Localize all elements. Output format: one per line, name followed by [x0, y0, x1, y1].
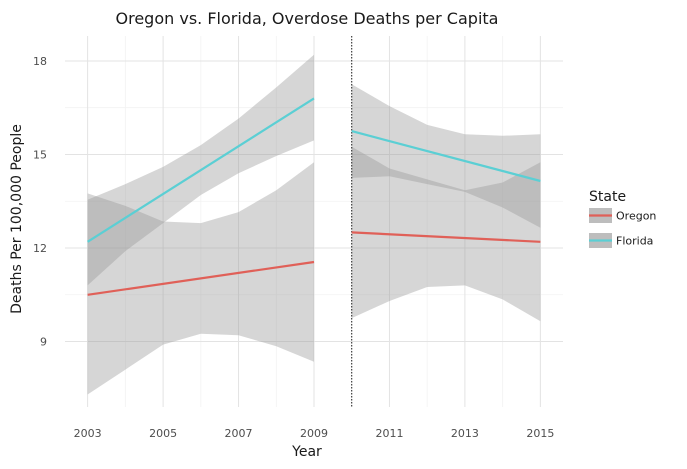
- plot-area: 2003 2005 2007 2009 2011 2013 2015 9 12 15 18: [33, 36, 563, 440]
- series-line-florida: [87, 97, 315, 243]
- x-tick-label: 2003: [74, 427, 102, 440]
- legend-label: Oregon: [616, 210, 656, 223]
- x-axis-title: Year: [291, 444, 322, 460]
- y-tick-label: 12: [33, 242, 47, 255]
- legend-item-florida: Florida: [589, 233, 653, 248]
- x-tick-label: 2013: [451, 427, 479, 440]
- chart-title: Oregon vs. Florida, Overdose Deaths per …: [116, 9, 499, 28]
- y-axis-title: Deaths Per 100,000 People: [9, 124, 25, 314]
- legend-item-oregon: Oregon: [589, 208, 656, 223]
- legend-title: State: [589, 189, 626, 205]
- y-tick-label: 9: [40, 336, 47, 349]
- legend: State Oregon Florida: [589, 189, 656, 248]
- x-tick-label: 2007: [225, 427, 253, 440]
- y-tick-label: 18: [33, 55, 47, 68]
- series-line-oregon: [351, 231, 541, 243]
- x-tick-label: 2005: [149, 427, 177, 440]
- y-tick-label: 15: [33, 148, 47, 161]
- x-tick-label: 2011: [375, 427, 403, 440]
- x-tick-label: 2015: [526, 427, 554, 440]
- x-tick-label: 2009: [300, 427, 328, 440]
- series-line-florida: [351, 130, 541, 183]
- confidence-band: [351, 146, 541, 322]
- series-line-oregon: [87, 260, 315, 296]
- legend-label: Florida: [616, 235, 653, 248]
